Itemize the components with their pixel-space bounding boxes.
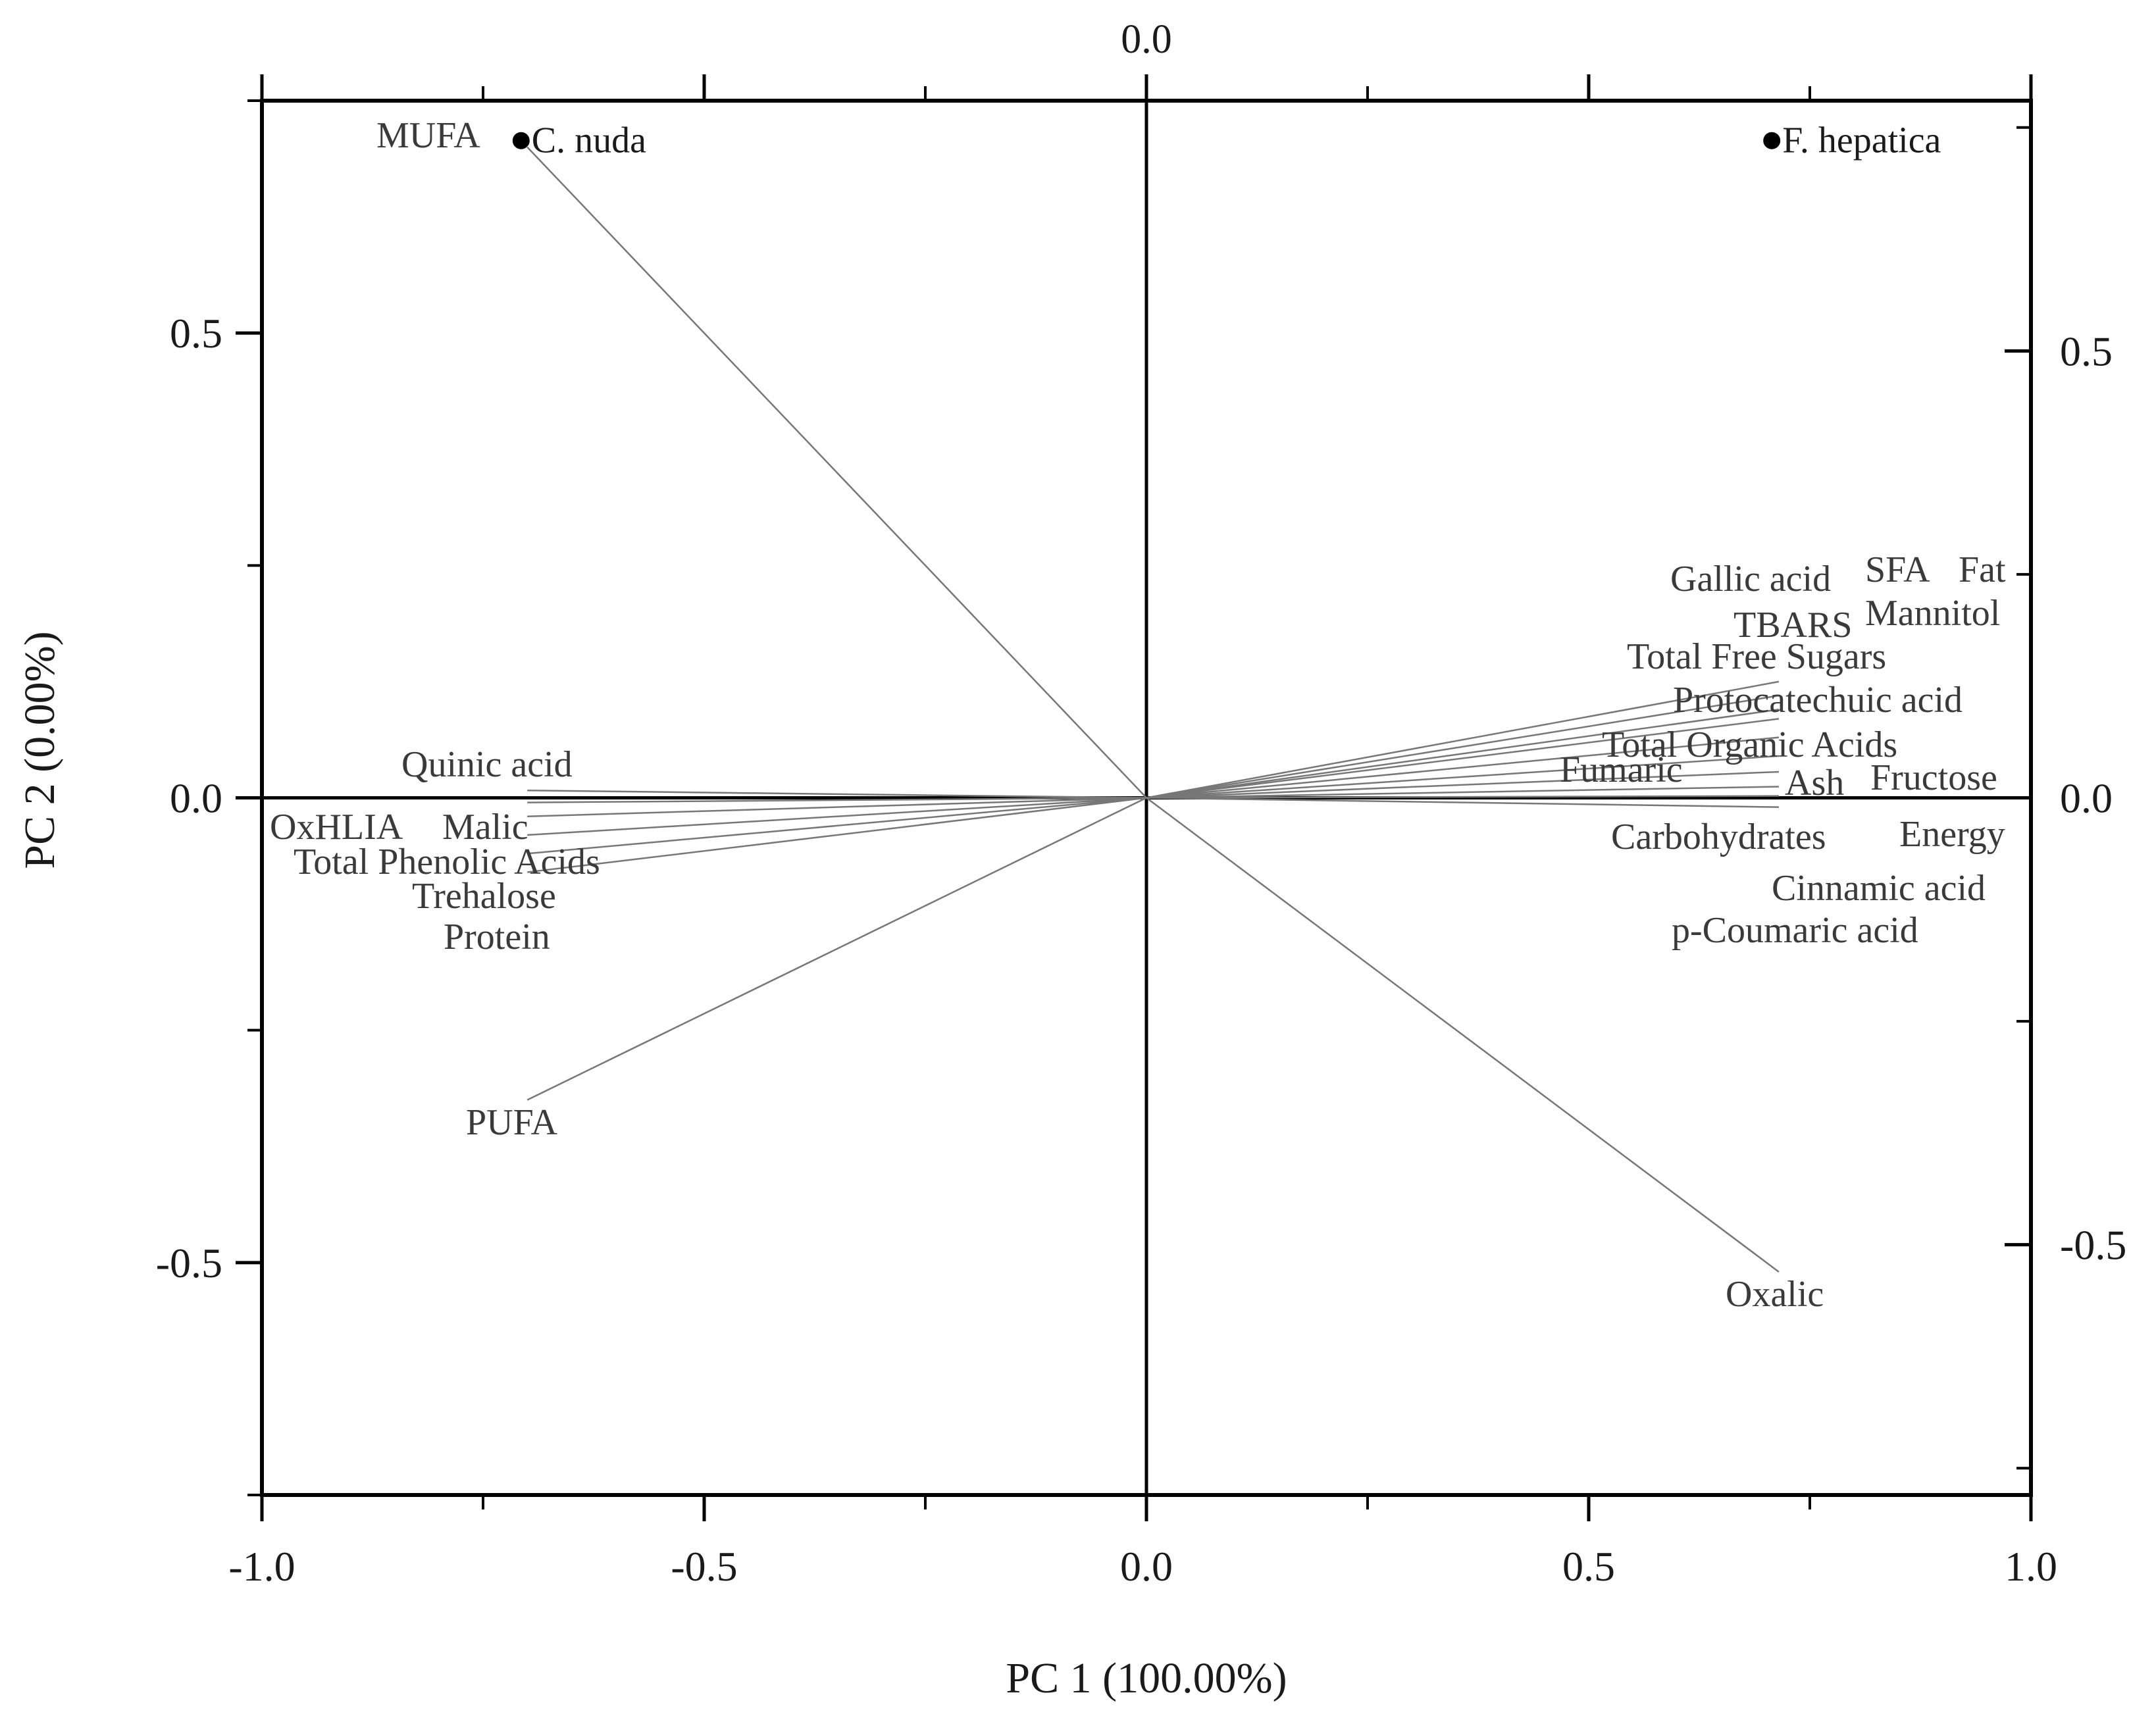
- loading-vector-total-phenolic-acids: [527, 797, 1147, 836]
- loading-vector-mannitol: [1146, 718, 1780, 799]
- x-tick-label: 0.5: [1562, 1543, 1615, 1590]
- loading-vector-ash: [1146, 795, 1779, 799]
- loading-label-fructose: Fructose: [1870, 757, 1997, 798]
- loading-label-p-coumaric-acid: p-Coumaric acid: [1672, 910, 1918, 951]
- loading-label-oxalic: Oxalic: [1726, 1274, 1824, 1315]
- y-axis-title: PC 2 (0.00%): [16, 631, 64, 869]
- loading-label-ash: Ash: [1785, 763, 1844, 803]
- loading-label-protocatechuic-acid: Protocatechuic acid: [1673, 680, 1963, 721]
- x-axis-title: PC 1 (100.00%): [1006, 1654, 1287, 1702]
- loading-label-cinnamic-acid: Cinnamic acid: [1772, 868, 1986, 909]
- loading-vector-protocatechuic-acid: [1146, 771, 1780, 799]
- loading-vector-trehalose: [527, 797, 1147, 855]
- loading-label-energy: Energy: [1899, 814, 2005, 855]
- loading-label-trehalose: Trehalose: [412, 876, 556, 917]
- sample-label-f-hepatica: F. hepatica: [1782, 120, 1941, 161]
- y-right-tick-label: -0.5: [2060, 1222, 2126, 1269]
- y-left-tick-label: -0.5: [156, 1240, 222, 1286]
- loading-label-malic: Malic: [442, 807, 528, 848]
- loading-label-total-free-sugars: Total Free Sugars: [1627, 636, 1886, 677]
- x-tick-label: -1.0: [228, 1543, 295, 1590]
- sample-label-c-nuda: C. nuda: [532, 120, 646, 161]
- loading-vector-gallic-acid: [1146, 709, 1780, 799]
- sample-point-c-nuda: [512, 132, 530, 149]
- loading-vector-total-free-sugars: [1146, 755, 1780, 799]
- loading-label-carbohydrates: Carbohydrates: [1611, 817, 1826, 857]
- loading-label-total-organic-acids: Total Organic Acids: [1602, 724, 1897, 765]
- y-right-tick-label: 0.5: [2060, 328, 2113, 374]
- loading-vector-protein: [527, 797, 1147, 873]
- plot-area: -1.0 -0.5 0.0 0.5 1.0 -0.5 0.0 0.5 -0.5 0.0 0.5 C. …: [156, 74, 2126, 1590]
- loading-vector-malic: [527, 797, 1147, 818]
- loading-label-mannitol: Mannitol: [1865, 593, 2000, 634]
- loading-label-tbars: TBARS: [1733, 605, 1853, 646]
- y-left-tick-label: 0.5: [170, 310, 222, 357]
- loading-vector-fat: [1146, 694, 1780, 799]
- loading-vector-oxalic: [1146, 797, 1780, 1273]
- y-right-tick-label: 0.0: [2060, 775, 2113, 822]
- loading-vector-carbohydrates: [1146, 797, 1779, 808]
- loading-label-oxhlia: OxHLIA: [270, 807, 403, 848]
- loading-label-protein: Protein: [444, 917, 550, 957]
- loading-vector-oxhlia: [527, 797, 1147, 803]
- loading-label-pufa: PUFA: [466, 1102, 558, 1143]
- loading-vector-total-organic-acids: [1146, 786, 1779, 799]
- loading-vector-quinic-acid: [527, 789, 1147, 799]
- loading-label-gallic-acid: Gallic acid: [1670, 559, 1831, 599]
- loading-label-fat: Fat: [1959, 549, 2006, 590]
- loading-vector-sfa: [1146, 680, 1780, 799]
- loading-label-fumaric: Fumaric: [1560, 749, 1683, 790]
- top-axis-label: 0.0: [1121, 17, 1172, 62]
- loading-vector-pufa: [526, 797, 1147, 1101]
- y-left-tick-label: 0.0: [170, 775, 222, 822]
- x-tick-label: -0.5: [671, 1543, 737, 1590]
- loading-label-sfa: SFA: [1865, 549, 1930, 590]
- loading-vector-mufa: [526, 146, 1147, 799]
- loading-label-quinic-acid: Quinic acid: [401, 744, 573, 785]
- loading-label-total-phenolic-acids: Total Phenolic Acids: [294, 842, 600, 882]
- x-tick-label: 0.0: [1120, 1543, 1173, 1590]
- loading-label-mufa: MUFA: [376, 115, 480, 156]
- loading-vector-tbars: [1146, 736, 1780, 799]
- x-tick-label: 1.0: [2005, 1543, 2057, 1590]
- sample-point-f-hepatica: [1763, 132, 1781, 149]
